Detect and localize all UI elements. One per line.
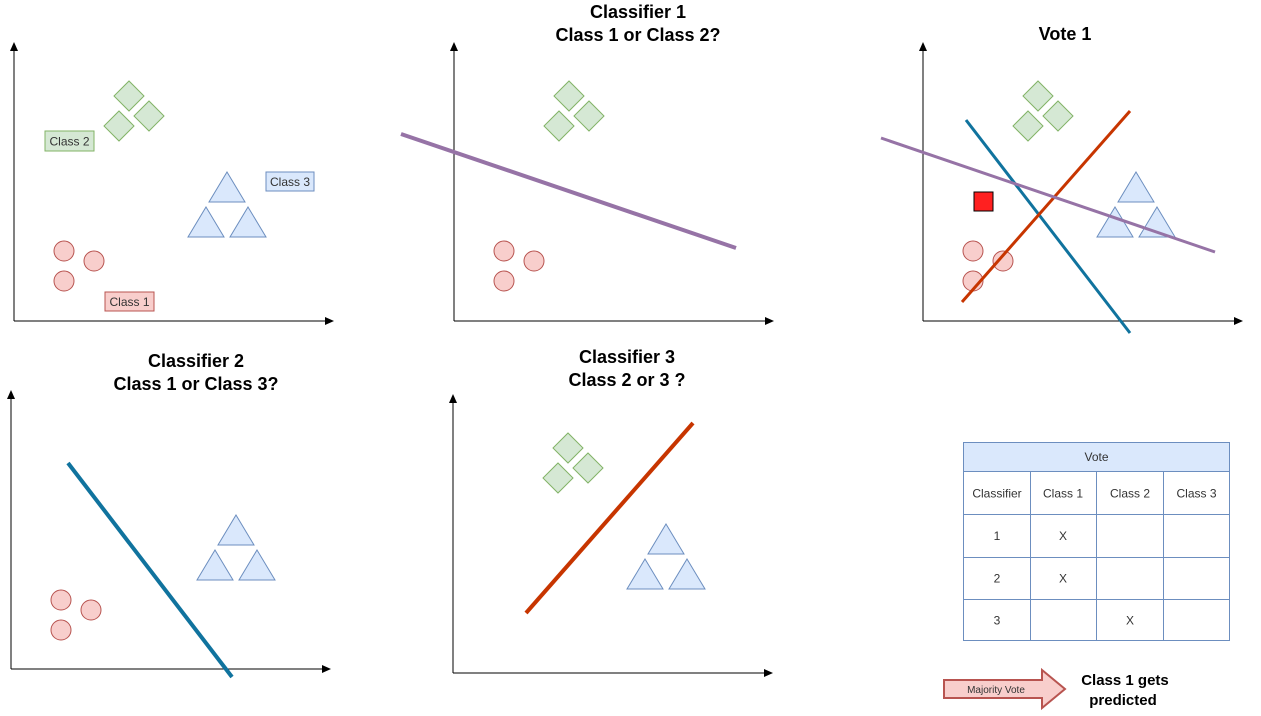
table-row: 3 X xyxy=(994,614,1134,628)
triangle-point xyxy=(187,206,225,238)
panel-classifier-3: Classifier 3 Class 2 or 3 ? xyxy=(449,347,773,677)
diamond-point xyxy=(552,432,584,464)
circle-point xyxy=(80,599,102,621)
diamond-point xyxy=(103,110,135,142)
triangle-point xyxy=(1117,171,1155,203)
classifier1-title: Classifier 1 xyxy=(590,2,686,22)
triangle-point xyxy=(626,558,664,590)
classifier3-boundary xyxy=(524,421,695,615)
diamond-point xyxy=(1012,110,1044,142)
classifier1-boundary xyxy=(880,136,1216,254)
classifier1-subtitle: Class 1 or Class 2? xyxy=(555,25,720,45)
circle-point xyxy=(83,250,105,272)
classifier3-boundary xyxy=(960,110,1132,303)
svg-text:Class 1: Class 1 xyxy=(109,295,149,309)
classifier2-boundary xyxy=(964,119,1132,334)
triangle-point xyxy=(647,523,685,555)
class2-diamonds xyxy=(103,80,165,142)
triangle-point xyxy=(229,206,267,238)
vote-title: Vote 1 xyxy=(1039,24,1092,44)
diamond-point xyxy=(573,100,605,132)
triangle-point xyxy=(238,549,276,581)
result-line-1: Class 1 gets xyxy=(1081,672,1169,689)
classifier2-boundary xyxy=(66,461,234,679)
classifier2-subtitle: Class 1 or Class 3? xyxy=(113,374,278,394)
table-cell: X xyxy=(1126,614,1134,628)
diamond-point xyxy=(543,110,575,142)
table-cell: 1 xyxy=(994,529,1001,543)
table-row: 2 X xyxy=(994,572,1067,586)
table-row: 1 X xyxy=(994,529,1067,543)
table-cell: X xyxy=(1059,529,1067,543)
circle-point xyxy=(493,240,515,262)
panel-vote: Vote 1 xyxy=(880,24,1243,334)
vote-table-headers: Classifier Class 1 Class 2 Class 3 xyxy=(972,487,1217,501)
diamond-point xyxy=(1022,80,1054,112)
panel-classifier-2: Classifier 2 Class 1 or Class 3? xyxy=(6,351,331,679)
vote-table-title: Vote xyxy=(1084,450,1108,464)
diamond-point xyxy=(542,462,574,494)
test-point xyxy=(973,191,994,212)
diamond-point xyxy=(133,100,165,132)
class1-circles xyxy=(53,240,105,292)
class2-label: Class 2 xyxy=(44,130,95,152)
table-cell: 2 xyxy=(994,572,1001,586)
vote-table-grid xyxy=(963,471,1230,641)
svg-text:Class 2: Class 2 xyxy=(49,135,89,149)
circle-point xyxy=(53,270,75,292)
majority-vote-label: Majority Vote xyxy=(967,685,1025,696)
vote-table: Vote Classifier Class 1 Class 2 Class 3 … xyxy=(963,442,1230,641)
header-cell: Class 3 xyxy=(1176,487,1216,501)
circle-point xyxy=(50,589,72,611)
triangle-point xyxy=(217,514,255,546)
classifier3-subtitle: Class 2 or 3 ? xyxy=(568,370,685,390)
diamond-point xyxy=(113,80,145,112)
diamond-point xyxy=(572,452,604,484)
header-cell: Class 2 xyxy=(1110,487,1150,501)
triangle-point xyxy=(668,558,706,590)
table-cell: X xyxy=(1059,572,1067,586)
diamond-point xyxy=(1042,100,1074,132)
svg-text:Class 3: Class 3 xyxy=(270,175,310,189)
classifier1-boundary xyxy=(400,132,737,250)
circle-point xyxy=(50,619,72,641)
classifier2-title: Classifier 2 xyxy=(148,351,244,371)
result-line-2: predicted xyxy=(1089,692,1157,709)
circle-point xyxy=(962,240,984,262)
header-cell: Class 1 xyxy=(1043,487,1083,501)
circle-point xyxy=(523,250,545,272)
classifier3-title: Classifier 3 xyxy=(579,347,675,367)
majority-vote-arrow: Majority Vote xyxy=(943,667,1067,711)
diamond-point xyxy=(553,80,585,112)
header-cell: Classifier xyxy=(972,487,1021,501)
triangle-point xyxy=(196,549,234,581)
class3-label: Class 3 xyxy=(265,171,315,192)
prediction-result: Class 1 gets predicted xyxy=(1081,672,1169,709)
circle-point xyxy=(493,270,515,292)
circle-point xyxy=(53,240,75,262)
class3-triangles xyxy=(187,171,267,238)
panel-data-overview: Class 2 Class 3 Class 1 xyxy=(10,42,334,325)
class1-label: Class 1 xyxy=(104,291,155,312)
table-cell: 3 xyxy=(994,614,1001,628)
panel-classifier-1: Classifier 1 Class 1 or Class 2? xyxy=(400,2,774,325)
triangle-point xyxy=(208,171,246,203)
